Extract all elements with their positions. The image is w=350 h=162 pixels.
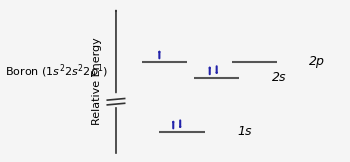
Text: Boron (1$s^2$2$s^2$2$p^1$): Boron (1$s^2$2$s^2$2$p^1$) (5, 62, 108, 81)
Text: 2s: 2s (272, 71, 287, 84)
Text: 2p: 2p (309, 55, 324, 68)
Text: Relative Energy: Relative Energy (92, 37, 102, 125)
Text: 1s: 1s (238, 125, 252, 139)
